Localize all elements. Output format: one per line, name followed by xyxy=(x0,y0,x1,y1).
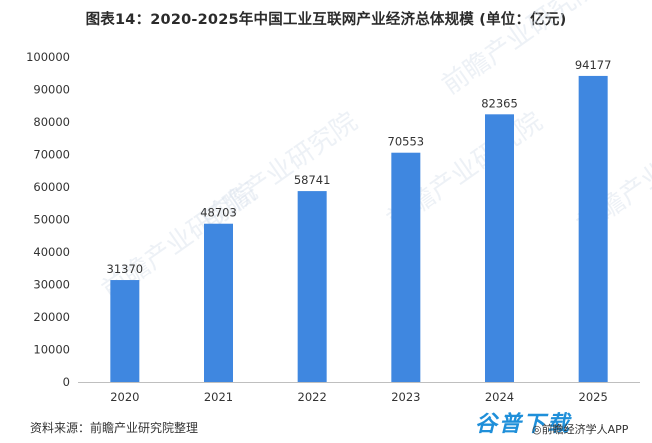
x-tick-label: 2025 xyxy=(579,390,608,404)
bar-2022 xyxy=(297,191,327,382)
data-label: 48703 xyxy=(200,206,237,220)
y-tick-label: 0 xyxy=(63,375,70,389)
brand-overlay xyxy=(471,406,652,443)
x-tick-label: 2024 xyxy=(485,390,514,404)
data-label: 94177 xyxy=(575,58,612,72)
brand-logo: 谷普下载 xyxy=(475,412,572,437)
watermark-text: 前瞻产业研究院 xyxy=(437,0,603,101)
source-note: 资料来源：前瞻产业研究院整理 xyxy=(30,421,199,435)
x-tick-label: 2021 xyxy=(204,390,233,404)
bar-2024 xyxy=(485,114,514,382)
bar-2025 xyxy=(578,75,608,383)
x-tick-label: 2023 xyxy=(391,390,420,404)
bar-2020 xyxy=(110,280,140,382)
y-tick-label: 20000 xyxy=(33,310,70,324)
y-tick-label: 30000 xyxy=(33,278,70,292)
data-label: 82365 xyxy=(481,96,518,110)
y-tick-label: 10000 xyxy=(33,343,70,357)
y-tick-label: 100000 xyxy=(26,50,70,64)
data-label: 70553 xyxy=(388,135,425,149)
x-tick-label: 2022 xyxy=(298,390,327,404)
y-tick-label: 90000 xyxy=(33,83,70,97)
y-tick-label: 70000 xyxy=(33,148,70,162)
data-label: 58741 xyxy=(294,173,331,187)
y-tick-label: 60000 xyxy=(33,180,70,194)
bar-2023 xyxy=(391,152,421,382)
y-axis: 0 10000 20000 30000 40000 50000 60000 70000 8000… xyxy=(26,50,70,389)
brand-caption: ◎前瞻经济学人APP xyxy=(532,423,629,436)
chart-title: 图表14：2020-2025年中国工业互联网产业经济总体规模 (单位：亿元) xyxy=(85,12,567,28)
bar-2021 xyxy=(204,223,233,382)
y-tick-label: 40000 xyxy=(33,245,70,259)
y-tick-label: 80000 xyxy=(33,115,70,129)
x-tick-label: 2020 xyxy=(110,390,139,404)
y-tick-label: 50000 xyxy=(33,213,70,227)
data-label: 31370 xyxy=(107,262,144,276)
x-axis: 2020 2021 2022 2023 2024 2025 xyxy=(110,390,608,404)
bar-series: 31370 48703 58741 70553 82365 94177 xyxy=(107,58,612,383)
